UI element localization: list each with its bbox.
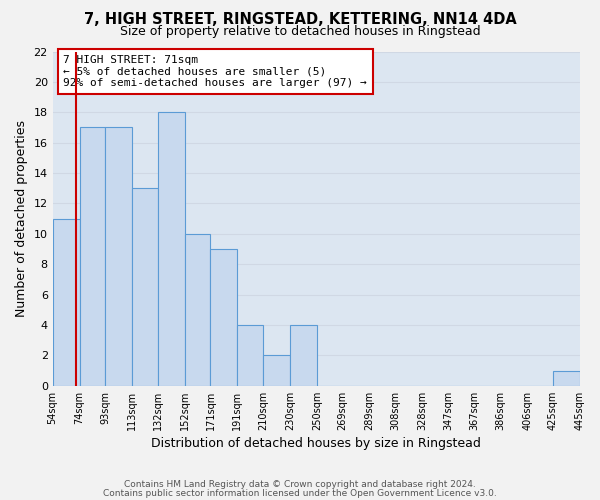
- Bar: [132, 188, 158, 386]
- Bar: [553, 370, 580, 386]
- Bar: [290, 325, 317, 386]
- Bar: [185, 234, 211, 386]
- Bar: [263, 356, 290, 386]
- Y-axis label: Number of detached properties: Number of detached properties: [15, 120, 28, 317]
- Bar: [211, 249, 238, 386]
- Text: Contains public sector information licensed under the Open Government Licence v3: Contains public sector information licen…: [103, 488, 497, 498]
- Bar: [238, 325, 263, 386]
- Bar: [80, 128, 105, 386]
- Bar: [105, 128, 132, 386]
- X-axis label: Distribution of detached houses by size in Ringstead: Distribution of detached houses by size …: [151, 437, 481, 450]
- Text: 7, HIGH STREET, RINGSTEAD, KETTERING, NN14 4DA: 7, HIGH STREET, RINGSTEAD, KETTERING, NN…: [83, 12, 517, 28]
- Bar: [53, 218, 80, 386]
- Text: Contains HM Land Registry data © Crown copyright and database right 2024.: Contains HM Land Registry data © Crown c…: [124, 480, 476, 489]
- Text: 7 HIGH STREET: 71sqm
← 5% of detached houses are smaller (5)
92% of semi-detache: 7 HIGH STREET: 71sqm ← 5% of detached ho…: [63, 55, 367, 88]
- Bar: [158, 112, 185, 386]
- Text: Size of property relative to detached houses in Ringstead: Size of property relative to detached ho…: [119, 25, 481, 38]
